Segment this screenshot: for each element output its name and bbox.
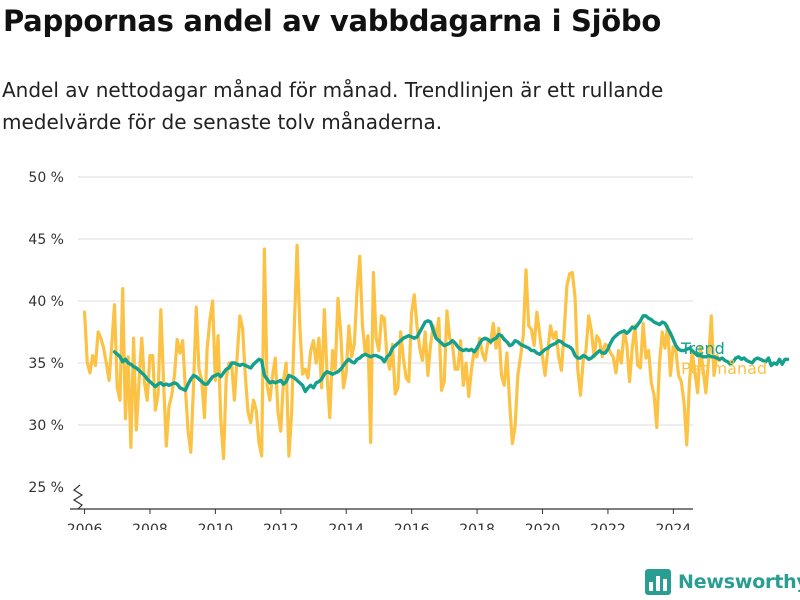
series-lines	[82, 243, 790, 461]
y-tick-label: 25 %	[28, 480, 64, 496]
y-tick-label: 40 %	[28, 294, 64, 310]
newsworthy-brand[interactable]: Newsworthy	[645, 567, 800, 597]
gridlines	[78, 176, 693, 426]
series-line-trend	[112, 314, 790, 394]
legend-label-monthly: Per månad	[681, 359, 767, 378]
y-tick-label: 45 %	[28, 232, 64, 248]
x-tick-label: 2006	[67, 522, 103, 530]
axes	[70, 484, 693, 510]
x-tick-label: 2012	[263, 522, 299, 530]
chart-subtitle: Andel av nettodagar månad för månad. Tre…	[2, 78, 664, 134]
brand-name: Newsworthy	[678, 571, 800, 593]
y-tick-label: 30 %	[28, 418, 64, 434]
y-tick-labels: 25 % 30 % 35 % 40 % 45 % 50 %	[28, 170, 64, 496]
x-tick-label: 2022	[590, 522, 626, 530]
x-tick-label: 2018	[459, 522, 495, 530]
x-tick-label: 2008	[132, 522, 168, 530]
line-chart: 25 % 30 % 35 % 40 % 45 % 50 % 2006 2008 2010 201…	[28, 170, 790, 530]
x-tick-label: 2010	[198, 522, 234, 530]
series-line-monthly	[82, 243, 722, 461]
x-tick-labels: 2006 2008 2010 2012 2014 2016 2018 2020 2022 2024	[67, 509, 692, 530]
legend-label-trend: Trend	[680, 339, 725, 358]
y-axis-break-icon	[72, 484, 84, 510]
chart-title: Pappornas andel av vabbdagarna i Sjöbo	[3, 4, 661, 38]
y-tick-label: 50 %	[28, 170, 64, 186]
x-tick-label: 2016	[394, 522, 430, 530]
x-tick-label: 2020	[525, 522, 561, 530]
bar-chart-logo-icon	[645, 569, 671, 595]
y-tick-label: 35 %	[28, 356, 64, 372]
x-tick-label: 2024	[656, 522, 692, 530]
x-tick-label: 2014	[328, 522, 364, 530]
